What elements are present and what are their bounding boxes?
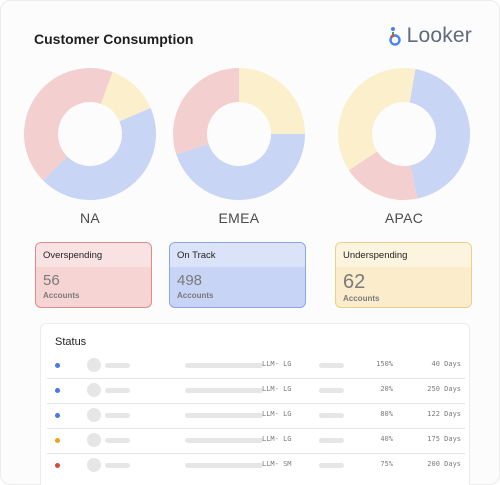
placeholder-detail — [185, 463, 263, 468]
placeholder-name — [105, 463, 130, 468]
model-label: LLM- LG — [262, 410, 292, 418]
placeholder-detail — [185, 388, 263, 393]
overspending-unit: Accounts — [43, 291, 80, 300]
donut-segment-na-1[interactable] — [43, 107, 157, 200]
overspending-count: 56 — [43, 272, 60, 289]
status-dot — [55, 463, 60, 468]
placeholder-detail — [185, 413, 263, 418]
days-value: 40 Days — [431, 360, 461, 368]
table-row[interactable]: LLM- LG 40% 175 Days — [47, 430, 465, 454]
page-title: Customer Consumption — [34, 31, 194, 47]
placeholder-name — [105, 363, 130, 368]
donut-emea[interactable]: EMEA — [169, 66, 309, 226]
underspending-count: 62 — [343, 271, 366, 293]
donut-label-apac: APAC — [384, 210, 424, 226]
donut-segment-emea-1[interactable] — [173, 68, 239, 155]
avatar — [87, 383, 101, 397]
avatar — [87, 408, 101, 422]
on-track-card[interactable]: On Track 498 Accounts — [169, 242, 306, 308]
donut-apac[interactable]: APAC — [334, 66, 474, 226]
placeholder-name — [105, 388, 130, 393]
percent-value: 40% — [380, 435, 393, 443]
donut-chart-apac — [338, 68, 470, 200]
table-row[interactable]: LLM- LG 80% 122 Days — [47, 405, 465, 429]
table-row[interactable]: LLM- SM 75% 200 Days — [47, 455, 465, 479]
placeholder-bar — [319, 438, 344, 443]
model-label: LLM- LG — [262, 435, 292, 443]
days-value: 122 Days — [427, 410, 461, 418]
days-value: 200 Days — [427, 460, 461, 468]
avatar — [87, 358, 101, 372]
underspending-unit: Accounts — [343, 294, 380, 303]
overspending-label: Overspending — [36, 243, 151, 267]
looker-logo-icon — [388, 27, 401, 46]
donut-chart-emea — [173, 68, 305, 200]
placeholder-bar — [319, 363, 344, 368]
model-label: LLM- SM — [262, 460, 292, 468]
days-value: 250 Days — [427, 385, 461, 393]
status-panel: Status LLM- LG 150% 40 Days LLM- LG 20% … — [40, 323, 470, 485]
status-dot — [55, 438, 60, 443]
donut-segment-emea-0[interactable] — [176, 134, 305, 200]
donut-na[interactable]: NA — [20, 66, 160, 226]
looker-logo: Looker — [387, 24, 472, 48]
placeholder-bar — [319, 463, 344, 468]
on-track-label: On Track — [170, 243, 305, 267]
days-value: 175 Days — [427, 435, 461, 443]
overspending-card[interactable]: Overspending 56 Accounts — [35, 242, 152, 308]
donut-label-na: NA — [79, 210, 101, 226]
placeholder-bar — [319, 388, 344, 393]
placeholder-detail — [185, 438, 263, 443]
table-row[interactable]: LLM- LG 20% 250 Days — [47, 380, 465, 404]
status-dot — [55, 388, 60, 393]
donut-chart-na — [23, 68, 157, 200]
underspending-card[interactable]: Underspending 62 Accounts — [335, 242, 472, 308]
status-dot — [55, 413, 60, 418]
model-label: LLM- LG — [262, 385, 292, 393]
donut-segment-na-2[interactable] — [23, 68, 113, 181]
percent-value: 80% — [380, 410, 393, 418]
looker-wordmark: Looker — [406, 24, 472, 47]
percent-value: 20% — [380, 385, 393, 393]
placeholder-name — [105, 413, 130, 418]
donut-segment-apac-2[interactable] — [338, 68, 416, 171]
placeholder-detail — [185, 363, 263, 368]
donut-segment-apac-0[interactable] — [409, 69, 470, 199]
underspending-label: Underspending — [336, 243, 471, 267]
donut-segment-emea-2[interactable] — [239, 68, 305, 134]
status-dot — [55, 363, 60, 368]
status-title: Status — [55, 336, 87, 348]
donut-label-emea: EMEA — [218, 210, 260, 226]
avatar — [87, 433, 101, 447]
percent-value: 75% — [380, 460, 393, 468]
on-track-unit: Accounts — [177, 291, 214, 300]
donut-segment-na-0[interactable] — [100, 71, 151, 122]
placeholder-bar — [319, 413, 344, 418]
table-row[interactable]: LLM- LG 150% 40 Days — [47, 355, 465, 379]
model-label: LLM- LG — [262, 360, 292, 368]
avatar — [87, 458, 101, 472]
percent-value: 150% — [376, 360, 393, 368]
on-track-count: 498 — [177, 272, 203, 289]
donut-segment-apac-1[interactable] — [348, 151, 418, 200]
placeholder-name — [105, 438, 130, 443]
